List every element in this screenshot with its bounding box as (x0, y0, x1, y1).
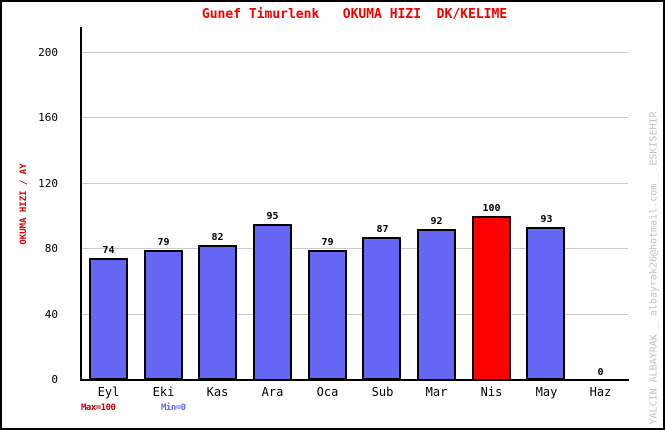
x-tick-label: Eki (152, 385, 175, 399)
x-tick-label: Oca (316, 385, 339, 399)
bar (198, 245, 237, 380)
bar (308, 250, 347, 380)
bar-value-label: 87 (376, 224, 389, 235)
gridline (81, 248, 628, 249)
bar-value-label: 74 (102, 245, 115, 256)
bar (362, 237, 401, 380)
x-tick-label: Haz (589, 385, 612, 399)
bar (526, 227, 565, 380)
bar-value-label: 79 (157, 237, 170, 248)
y-tick-label: 200 (38, 46, 58, 59)
max-value-label: Max=100 (81, 403, 116, 413)
min-value-label: Min=0 (161, 403, 186, 413)
gridline (81, 52, 628, 53)
gridline (81, 183, 628, 184)
y-tick-label: 0 (51, 373, 58, 386)
x-tick-label: Nis (480, 385, 503, 399)
y-tick-label: 80 (44, 242, 58, 255)
bar-value-label: 95 (266, 211, 279, 222)
y-tick-label: 120 (38, 177, 58, 190)
x-tick-label: May (535, 385, 558, 399)
bar (253, 224, 292, 381)
bar-value-label: 92 (430, 216, 443, 227)
x-tick-label: Kas (206, 385, 229, 399)
y-axis-title: OKUMA HIZI / AY (19, 163, 29, 245)
bar (89, 258, 128, 380)
watermark-text: YALCIN ALBAYRAK _ albayrak26@hotmail.com… (648, 111, 660, 425)
chart-title: Gunef Timurlenk OKUMA HIZI DK/KELIME (201, 7, 508, 22)
gridline (81, 117, 628, 118)
y-tick-label: 160 (38, 111, 58, 124)
x-tick-label: Sub (371, 385, 394, 399)
bar-value-label: 79 (321, 237, 334, 248)
bar (472, 216, 511, 381)
bar-value-label: 100 (482, 203, 501, 214)
bar (144, 250, 183, 380)
bar-value-label: 0 (597, 367, 604, 378)
x-tick-label: Ara (261, 385, 284, 399)
bar-value-label: 82 (211, 232, 224, 243)
x-tick-label: Eyl (97, 385, 120, 399)
y-tick-label: 40 (44, 308, 58, 321)
x-axis-line (80, 379, 629, 381)
bar-value-label: 93 (540, 214, 553, 225)
bar (417, 229, 456, 381)
x-tick-label: Mar (425, 385, 448, 399)
gridline (81, 314, 628, 315)
y-axis-line (80, 27, 82, 381)
